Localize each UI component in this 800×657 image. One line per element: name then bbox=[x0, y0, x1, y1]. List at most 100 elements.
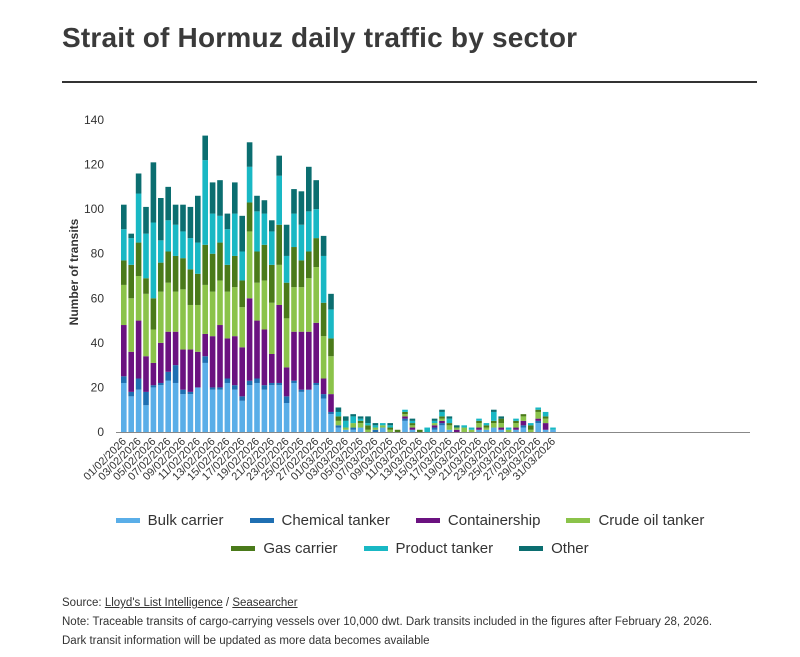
bar-segment-containership bbox=[276, 304, 282, 383]
bar-segment-bulk-carrier bbox=[283, 403, 290, 432]
y-tick-label: 40 bbox=[91, 336, 105, 350]
bar-segment-product-tanker bbox=[269, 231, 275, 265]
bar-segment-gas-carrier bbox=[357, 420, 364, 424]
bar-segment-gas-carrier bbox=[394, 429, 401, 432]
bar-segment-product-tanker bbox=[224, 229, 231, 265]
bar-segment-product-tanker bbox=[409, 420, 416, 424]
bar-segment-crude-oil-tanker bbox=[402, 414, 408, 417]
bar-segment-bulk-carrier bbox=[269, 385, 275, 432]
bar-segment-bulk-carrier bbox=[320, 398, 327, 432]
bar-segment-bulk-carrier bbox=[306, 389, 312, 432]
bar-segment-product-tanker bbox=[468, 427, 475, 430]
bar-segment-bulk-carrier bbox=[380, 427, 386, 432]
bar-segment-containership bbox=[513, 427, 519, 430]
bar-segment-chemical-tanker bbox=[335, 425, 342, 428]
bar-segment-crude-oil-tanker bbox=[357, 423, 364, 428]
bar-segment-chemical-tanker bbox=[520, 425, 527, 428]
bar-segment-gas-carrier bbox=[224, 264, 231, 292]
y-tick-label: 20 bbox=[91, 380, 105, 394]
bar-segment-other bbox=[328, 293, 334, 310]
bar-segment-bulk-carrier bbox=[150, 387, 157, 432]
legend-swatch bbox=[519, 546, 544, 551]
legend-label: Crude oil tanker bbox=[598, 512, 705, 529]
bar-segment-containership bbox=[320, 378, 327, 395]
bar-segment-containership bbox=[298, 331, 305, 390]
bar-segment-crude-oil-tanker bbox=[483, 427, 490, 430]
bar-segment-other bbox=[409, 418, 416, 421]
bar-segment-crude-oil-tanker bbox=[454, 427, 460, 430]
bar-segment-gas-carrier bbox=[417, 429, 423, 432]
stacked-bar-chart: 0 20 40 60 80 100 120 140 01/02/202603/02/20260… bbox=[67, 113, 750, 483]
bar-segment-chemical-tanker bbox=[402, 418, 408, 421]
bar-segment-other bbox=[202, 135, 208, 161]
bar-segment-gas-carrier bbox=[446, 423, 453, 426]
bar-segment-product-tanker bbox=[461, 425, 467, 428]
bar-segment-containership bbox=[254, 320, 260, 379]
bar-segment-gas-carrier bbox=[542, 416, 549, 419]
bar-segment-containership bbox=[402, 416, 408, 419]
bar-segment-bulk-carrier bbox=[343, 429, 349, 432]
bar-segment-crude-oil-tanker bbox=[365, 429, 371, 432]
bar-segment-chemical-tanker bbox=[209, 387, 216, 390]
chart-title: Strait of Hormuz daily traffic by sector bbox=[62, 22, 578, 53]
y-tick-label: 0 bbox=[97, 425, 104, 439]
bar-segment-containership bbox=[291, 331, 297, 381]
bar-segment-containership bbox=[498, 427, 504, 430]
bar-segment-product-tanker bbox=[128, 238, 134, 265]
y-axis: 0 20 40 60 80 100 120 140 bbox=[84, 113, 104, 439]
bar-segment-bulk-carrier bbox=[491, 427, 497, 432]
legend-item: Other bbox=[519, 540, 589, 557]
bar-segment-chemical-tanker bbox=[121, 376, 127, 383]
bar-segment-other bbox=[283, 224, 290, 256]
bar-segment-crude-oil-tanker bbox=[491, 423, 497, 428]
bar-segment-gas-carrier bbox=[291, 247, 297, 288]
bar-segment-containership bbox=[150, 362, 157, 386]
bar-segment-crude-oil-tanker bbox=[195, 304, 201, 352]
bar-segment-other bbox=[276, 155, 282, 176]
legend-swatch bbox=[363, 546, 388, 551]
bar-segment-gas-carrier bbox=[335, 416, 342, 421]
legend-label: Chemical tanker bbox=[281, 512, 390, 529]
source-link-seasearcher[interactable]: Seasearcher bbox=[232, 597, 298, 609]
bar-segment-other bbox=[298, 191, 305, 225]
bar-segment-crude-oil-tanker bbox=[150, 329, 157, 363]
bar-segment-product-tanker bbox=[476, 418, 482, 421]
bar-segment-crude-oil-tanker bbox=[276, 264, 282, 305]
bar-segment-gas-carrier bbox=[520, 414, 527, 417]
bar-segment-other bbox=[261, 200, 268, 214]
bar-segment-containership bbox=[283, 367, 290, 397]
bar-segment-other bbox=[335, 407, 342, 412]
bar-segment-gas-carrier bbox=[150, 298, 157, 330]
bar-segment-other bbox=[158, 198, 164, 241]
bar-segment-containership bbox=[187, 349, 194, 392]
bar-segment-gas-carrier bbox=[320, 302, 327, 337]
bar-segment-crude-oil-tanker bbox=[446, 425, 453, 430]
bar-segment-product-tanker bbox=[313, 209, 319, 239]
bar-segment-crude-oil-tanker bbox=[261, 280, 268, 330]
bar-segment-containership bbox=[431, 425, 438, 428]
bar-segment-gas-carrier bbox=[135, 242, 142, 276]
bar-segment-product-tanker bbox=[158, 240, 164, 263]
bar-segment-containership bbox=[165, 331, 171, 372]
bar-segment-containership bbox=[209, 336, 216, 388]
bar-segment-crude-oil-tanker bbox=[291, 287, 297, 332]
bar-segment-bulk-carrier bbox=[261, 389, 268, 432]
source-link-lloyds[interactable]: Lloyd's List Intelligence bbox=[104, 597, 223, 609]
bar-segment-product-tanker bbox=[550, 427, 556, 430]
bar-segment-product-tanker bbox=[306, 211, 312, 252]
bar-segment-crude-oil-tanker bbox=[283, 318, 290, 368]
bar-segment-product-tanker bbox=[491, 411, 497, 421]
bar-segment-bulk-carrier bbox=[158, 385, 164, 432]
bar-segment-other bbox=[217, 180, 223, 216]
bar-segment-gas-carrier bbox=[276, 224, 282, 265]
bar-segment-chemical-tanker bbox=[291, 380, 297, 383]
bar-segment-product-tanker bbox=[439, 411, 445, 417]
bar-segment-chemical-tanker bbox=[254, 378, 260, 383]
bar-segment-product-tanker bbox=[291, 213, 297, 248]
bar-segment-product-tanker bbox=[431, 420, 438, 424]
bar-segment-product-tanker bbox=[402, 409, 408, 412]
bar-segment-crude-oil-tanker bbox=[350, 423, 356, 428]
bar-segment-chemical-tanker bbox=[431, 427, 438, 430]
bar-segment-chemical-tanker bbox=[158, 382, 164, 386]
bar-segment-other bbox=[121, 204, 127, 230]
